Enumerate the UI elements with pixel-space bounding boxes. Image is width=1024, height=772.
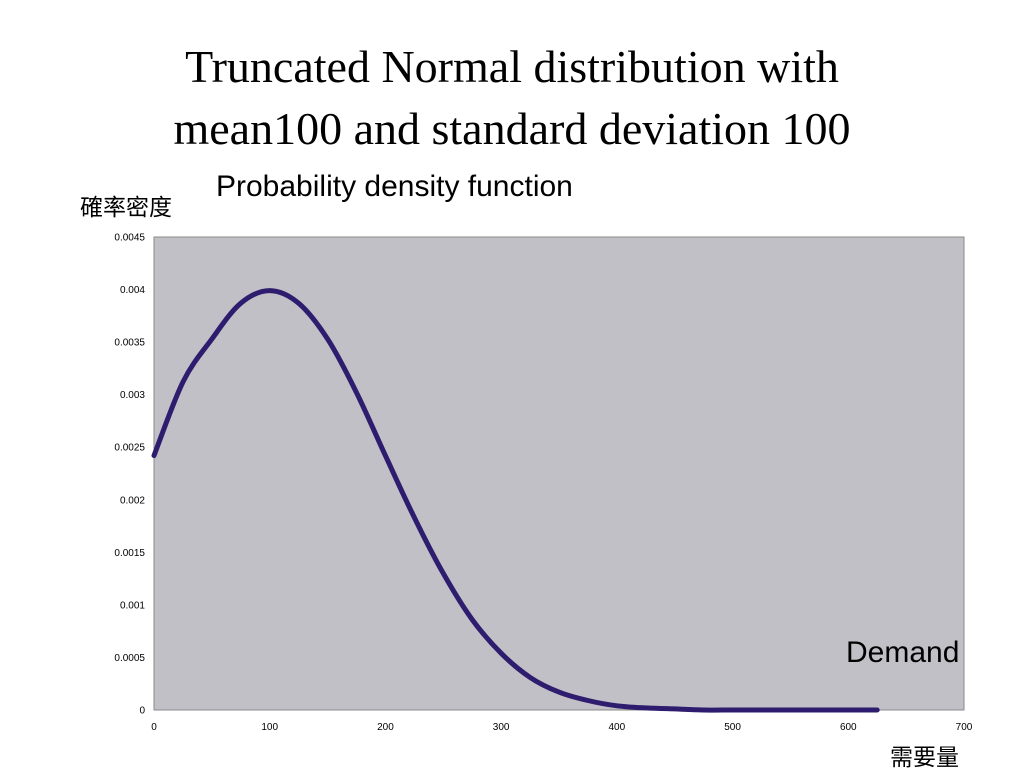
plot-area (153, 236, 965, 711)
chart-subtitle: Probability density function (216, 170, 573, 203)
y-tick-label-3: 0.0015 (114, 548, 145, 559)
x-axis-ticks: 0 100 200 300 400 500 600 700 (151, 722, 973, 733)
y-tick-label-7: 0.0035 (114, 338, 145, 349)
y-tick-label-4: 0.002 (120, 495, 145, 506)
slide-title-line-1: Truncated Normal distribution with (185, 41, 839, 92)
y-tick-label-0: 0 (139, 706, 145, 717)
y-tick-label-5: 0.0025 (114, 443, 145, 454)
x-tick-label-3: 300 (493, 722, 510, 733)
x-tick-label-1: 100 (261, 722, 278, 733)
y-axis-label: 確率密度 (80, 195, 172, 221)
y-tick-label-6: 0.003 (120, 390, 145, 401)
x-tick-label-2: 200 (377, 722, 394, 733)
y-tick-label-8: 0.004 (120, 285, 145, 296)
y-tick-label-1: 0.0005 (114, 653, 145, 664)
y-axis-ticks: 0 0.0005 0.001 0.0015 0.002 0.0025 0.003 0.0035… (114, 233, 145, 717)
y-tick-label-9: 0.0045 (114, 233, 145, 244)
x-axis-label: 需要量 (890, 745, 959, 771)
demand-annotation: Demand (846, 636, 960, 669)
x-tick-label-5: 500 (724, 722, 741, 733)
density-curve (151, 288, 880, 713)
slide-title-line-2: mean100 and standard deviation 100 (173, 103, 851, 154)
slide-title: Truncated Normal distribution with mean1… (0, 36, 1024, 160)
x-tick-label-4: 400 (609, 722, 626, 733)
x-tick-label-6: 600 (840, 722, 857, 733)
x-tick-label-7: 700 (956, 722, 973, 733)
y-tick-label-2: 0.001 (120, 600, 145, 611)
x-tick-label-0: 0 (151, 722, 157, 733)
